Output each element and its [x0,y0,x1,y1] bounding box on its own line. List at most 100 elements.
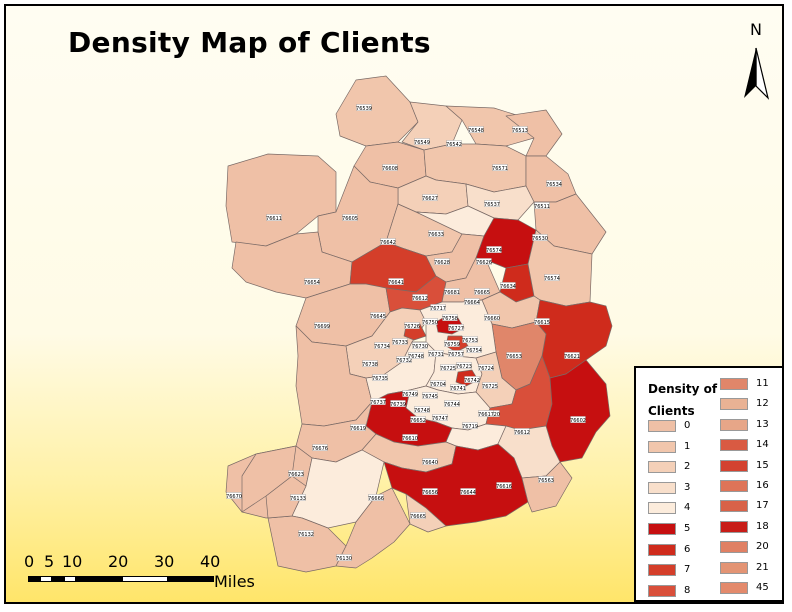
svg-text:76753: 76753 [462,338,478,344]
svg-text:76660: 76660 [484,316,500,322]
svg-text:76653: 76653 [506,354,522,360]
svg-text:76681: 76681 [444,290,460,296]
zip-label: 76615 [534,318,550,326]
svg-text:76719: 76719 [462,424,478,430]
zip-label: 76727 [448,324,464,332]
zip-label: 76574 [544,274,560,282]
svg-text:76608: 76608 [382,166,398,172]
zip-label: 76602 [570,416,586,424]
svg-text:76726: 76726 [404,324,420,330]
zip-label: 76754 [466,346,482,354]
legend-label: 0 [684,420,691,431]
svg-text:76605: 76605 [342,216,358,222]
zip-label: 76737 [370,398,386,406]
svg-text:76665: 76665 [474,290,490,296]
svg-text:76723: 76723 [456,364,472,370]
zip-label: 76641 [388,278,404,286]
svg-text:76737: 76737 [370,400,386,406]
svg-text:76733: 76733 [392,340,408,346]
legend-swatch [720,378,748,390]
legend-label: 15 [756,459,769,471]
svg-text:76666: 76666 [368,496,384,502]
zip-region [521,461,573,513]
legend-label: 2 [684,461,691,473]
svg-text:76754: 76754 [466,348,482,354]
svg-text:76537: 76537 [484,202,500,208]
legend-label: 17 [756,500,769,512]
svg-text:76654: 76654 [304,280,320,286]
zip-label: 76676 [312,444,328,452]
svg-text:76704: 76704 [430,382,446,388]
zip-label: 76642 [380,238,396,246]
zip-label: 76681 [444,288,460,296]
scale-tick: 10 [62,552,83,571]
svg-text:76571: 76571 [492,166,508,172]
legend-label: 1 [684,440,691,452]
zip-label: 76749 [402,390,418,398]
scale-segment [40,576,52,582]
svg-text:76132: 76132 [298,532,314,538]
zip-label: 76748 [408,352,424,360]
zip-label: 76665 [474,288,490,296]
svg-text:76665: 76665 [410,514,426,520]
svg-text:76563: 76563 [538,478,554,484]
zip-label: 76623 [288,470,304,478]
svg-text:76731: 76731 [428,352,444,358]
svg-text:76670: 76670 [226,494,242,500]
scale-segment [28,576,40,582]
svg-text:76749: 76749 [402,392,418,398]
svg-text:76747: 76747 [432,416,448,422]
zip-label: 76542 [446,140,462,148]
svg-text:76741: 76741 [450,386,466,392]
legend-label: 12 [756,398,769,410]
legend-swatch [648,440,676,453]
svg-text:76725: 76725 [482,384,498,390]
zip-label: 76513 [512,126,528,134]
svg-text:76642: 76642 [380,240,396,246]
zip-label: 76130 [336,554,352,562]
svg-text:76734: 76734 [374,344,390,350]
svg-text:76725: 76725 [440,366,456,372]
legend-label: 18 [756,520,769,532]
north-arrow-icon [744,47,770,100]
zip-label: 76539 [356,104,372,112]
zip-label: 76670 [226,492,242,500]
zip-label: 76704 [430,380,446,388]
zip-label: 76742 [464,376,480,384]
svg-text:76748: 76748 [414,408,430,414]
legend-swatch [720,480,748,492]
zip-label: 76750 [422,318,438,326]
zip-label: 76133 [290,494,306,502]
legend-swatch [720,561,748,574]
zip-label: 76725 [482,382,498,390]
svg-text:76511: 76511 [534,204,550,210]
zip-label: 76731 [428,350,444,358]
zip-label: 76644 [460,488,476,496]
legend-swatch [648,564,676,577]
svg-text:76534: 76534 [546,182,562,188]
zip-label: 76738 [362,360,378,368]
zip-label: 76621 [564,352,580,360]
zip-label: 76563 [538,476,554,484]
zip-label: 76757 [448,350,464,358]
legend-label: 11 [756,378,769,389]
zip-label: 76664 [464,298,480,306]
zip-region [545,359,611,463]
zip-region [335,75,419,147]
zip-label: 76717 [430,304,446,312]
zip-label: 76628 [434,258,450,266]
zip-label: 76548 [468,126,484,134]
legend-swatch [720,500,748,513]
legend-swatch [648,543,676,556]
svg-text:76133: 76133 [290,496,306,502]
svg-text:76724: 76724 [478,366,494,372]
zip-label: 76741 [450,384,466,392]
svg-text:76623: 76623 [288,472,304,478]
svg-text:76744: 76744 [444,402,460,408]
scale-tick: 0 [24,552,35,571]
legend-label: 8 [684,584,691,596]
legend-label: 20 [756,541,769,553]
svg-text:76745: 76745 [422,394,438,400]
legend-label: 13 [756,418,769,430]
zip-label: 76534 [546,180,562,188]
